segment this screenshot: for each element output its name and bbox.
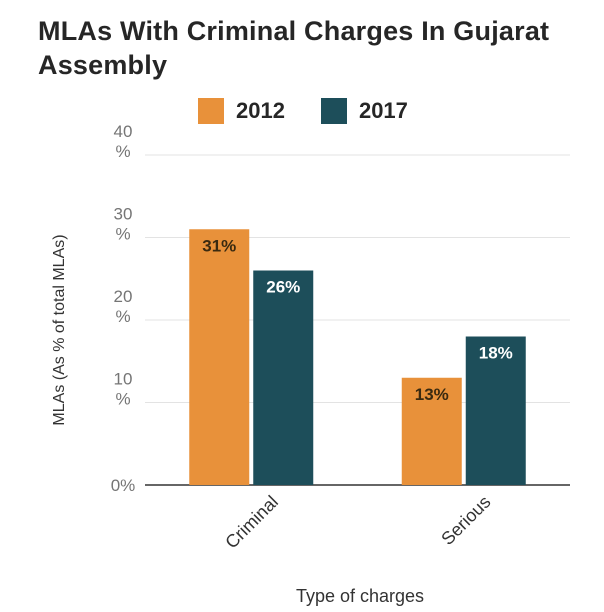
data-label: 18% <box>479 344 513 363</box>
legend: 2012 2017 <box>198 98 444 124</box>
x-tick-label: Criminal <box>221 492 282 553</box>
data-label: 26% <box>266 278 300 297</box>
y-tick-label: 30 <box>114 205 133 224</box>
y-tick-label: 20 <box>114 287 133 306</box>
y-tick-label: % <box>115 142 130 161</box>
legend-swatch-2012 <box>198 98 224 124</box>
bar <box>465 336 526 485</box>
x-axis-title: Type of charges <box>296 586 424 606</box>
y-tick-label: % <box>115 390 130 409</box>
chart-title: MLAs With Criminal Charges In Gujarat As… <box>38 16 550 80</box>
y-tick-label: 40 <box>114 122 133 141</box>
y-tick-label: 0% <box>111 476 136 495</box>
legend-swatch-2017 <box>320 98 347 124</box>
legend-label-2012: 2012 <box>236 98 285 123</box>
data-label: 13% <box>415 385 449 404</box>
y-tick-label: % <box>115 307 130 326</box>
legend-item-2017: 2017 <box>320 98 408 124</box>
y-tick-label: 10 <box>114 370 133 389</box>
bar <box>189 229 250 485</box>
y-axis-title: MLAs (As % of total MLAs) <box>51 234 68 425</box>
x-tick-label: Serious <box>437 492 494 549</box>
y-tick-label: % <box>115 225 130 244</box>
bar <box>401 377 462 485</box>
data-label: 31% <box>202 236 236 255</box>
legend-label-2017: 2017 <box>358 98 408 123</box>
bar <box>253 270 314 485</box>
legend-item-2012: 2012 <box>198 98 285 124</box>
